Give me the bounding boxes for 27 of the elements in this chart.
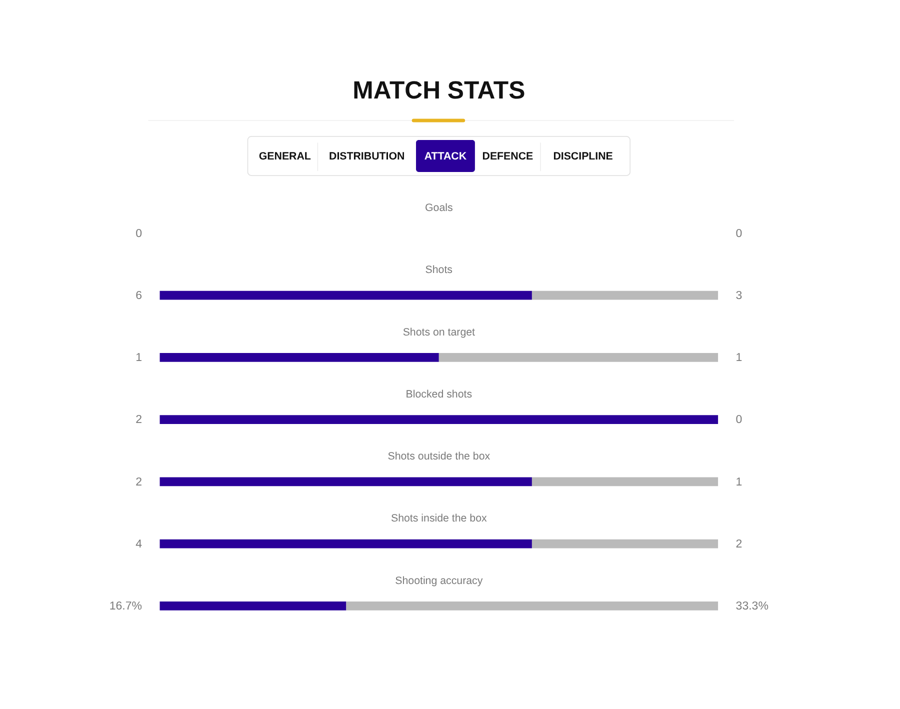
data-label: 16.7% <box>109 600 142 613</box>
data-label: 0 <box>736 228 742 240</box>
data-label: 4 <box>136 538 143 550</box>
text: DISTRIBUTION <box>329 150 405 163</box>
y-tick-label: Shots on target <box>402 326 476 338</box>
data-label: 0 <box>736 414 742 426</box>
data-label: 2 <box>736 538 742 550</box>
y-tick-label: Shots <box>425 264 453 276</box>
data-label: 1 <box>736 352 742 364</box>
text: GENERAL <box>258 150 312 163</box>
text: DISCIPLINE <box>553 150 613 163</box>
y-tick-label: Shooting accuracy <box>395 574 484 587</box>
data-label: 1 <box>136 352 142 364</box>
data-label: 0 <box>136 228 142 240</box>
y-tick-label: Shots outside the box <box>388 450 491 463</box>
data-label: 3 <box>736 290 742 302</box>
data-label: 2 <box>136 476 142 488</box>
text: ATTACK <box>424 150 467 163</box>
data-label: 6 <box>136 290 142 302</box>
y-tick-label: Goals <box>425 202 453 214</box>
y-tick-label: Shots inside the box <box>390 512 488 525</box>
data-label: 1 <box>736 476 742 488</box>
text: MATCH STATS <box>352 77 526 104</box>
data-label: 33.3% <box>736 600 768 613</box>
data-label: 2 <box>136 414 142 426</box>
y-tick-label: Blocked shots <box>406 388 472 400</box>
text: DEFENCE <box>482 150 534 163</box>
